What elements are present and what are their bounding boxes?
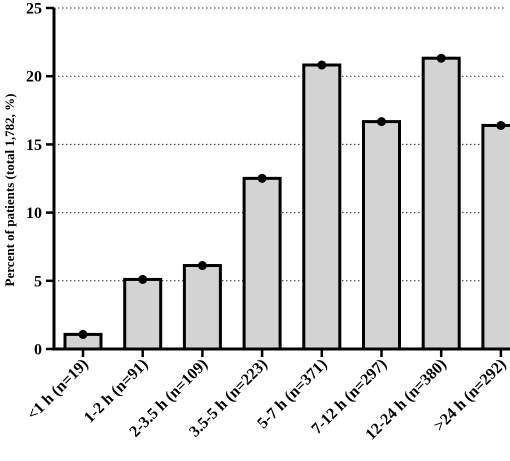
y-tick-label: 20 xyxy=(26,69,42,86)
bar xyxy=(123,277,163,351)
data-point xyxy=(436,53,446,63)
data-point xyxy=(257,173,267,183)
bar xyxy=(421,56,461,351)
data-point xyxy=(138,274,148,284)
data-point xyxy=(377,117,386,127)
data-point xyxy=(78,329,88,339)
bar xyxy=(182,264,222,351)
y-axis-title: Percent of patients (total 1,782, %) xyxy=(2,94,17,287)
y-tick-labels: 0 5 10 15 20 25 xyxy=(26,1,42,359)
data-point xyxy=(496,120,506,130)
bar xyxy=(242,176,282,351)
y-tick-label: 5 xyxy=(34,273,42,290)
y-tick-label: 25 xyxy=(26,1,42,18)
bars xyxy=(63,53,510,351)
data-point xyxy=(317,60,327,70)
y-tick-label: 15 xyxy=(26,137,42,154)
y-tick-label: 10 xyxy=(26,205,42,222)
y-tick-label: 0 xyxy=(34,342,42,359)
bar xyxy=(302,63,342,351)
data-point xyxy=(197,261,207,271)
axes xyxy=(46,6,505,357)
x-tick-labels: <1 h (n=19)1-2 h (n=91)2-3.5 h (n=109)3.… xyxy=(24,356,510,444)
bar xyxy=(362,120,401,351)
bar xyxy=(481,123,510,351)
